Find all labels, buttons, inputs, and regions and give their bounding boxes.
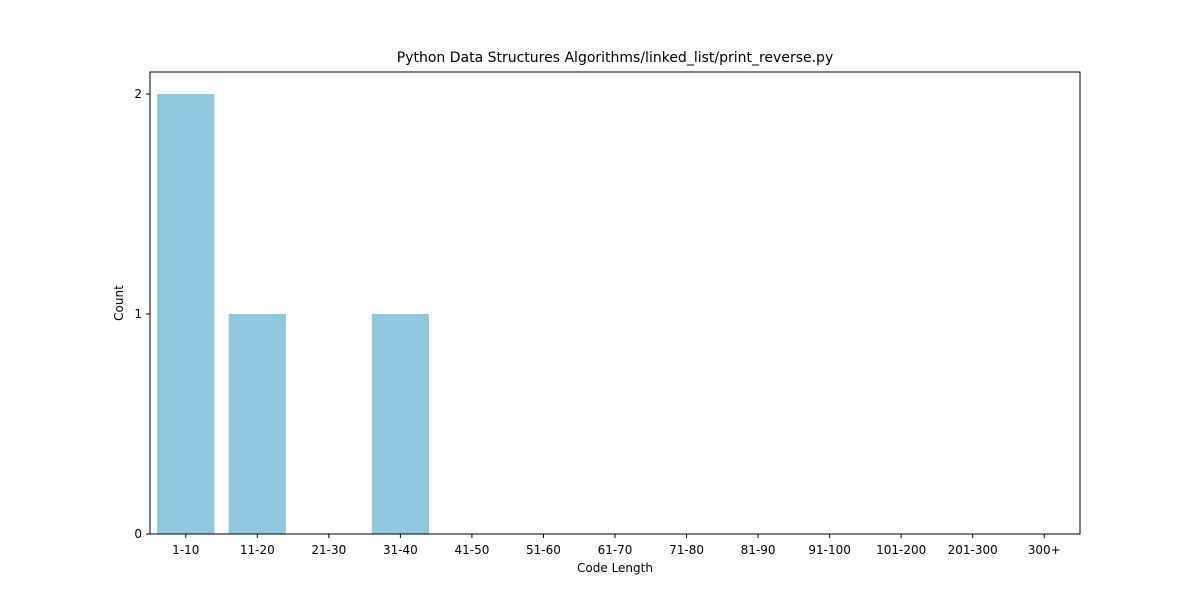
x-tick-label: 51-60 [526, 543, 561, 557]
x-tick-label: 31-40 [383, 543, 418, 557]
x-tick-label: 300+ [1028, 543, 1061, 557]
x-axis-ticks: 1-10 11-20 21-30 31-40 41-50 51-60 61-70 71-80 8… [172, 534, 1061, 557]
y-tick-label: 1 [134, 307, 142, 321]
y-tick-label: 2 [134, 87, 142, 101]
chart-title: Python Data Structures Algorithms/linked… [397, 50, 833, 66]
x-tick-label: 11-20 [240, 543, 275, 557]
x-tick-label: 21-30 [311, 543, 346, 557]
bars-layer [157, 94, 429, 534]
bar-31-40 [371, 314, 429, 534]
x-tick-label: 61-70 [598, 543, 633, 557]
x-tick-label: 71-80 [669, 543, 704, 557]
plot-frame [149, 71, 1081, 535]
y-tick-label: 0 [134, 527, 142, 541]
y-axis-label: Count [112, 285, 126, 321]
bar-1-10 [157, 94, 215, 534]
bar-11-20 [228, 314, 286, 534]
x-tick-label: 101-200 [876, 543, 926, 557]
x-axis-label: Code Length [577, 561, 653, 575]
x-tick-label: 41-50 [454, 543, 489, 557]
y-axis-ticks: 0 1 2 [134, 87, 150, 541]
x-tick-label: 81-90 [741, 543, 776, 557]
x-tick-label: 91-100 [808, 543, 851, 557]
x-tick-label: 201-300 [948, 543, 998, 557]
x-tick-label: 1-10 [172, 543, 199, 557]
